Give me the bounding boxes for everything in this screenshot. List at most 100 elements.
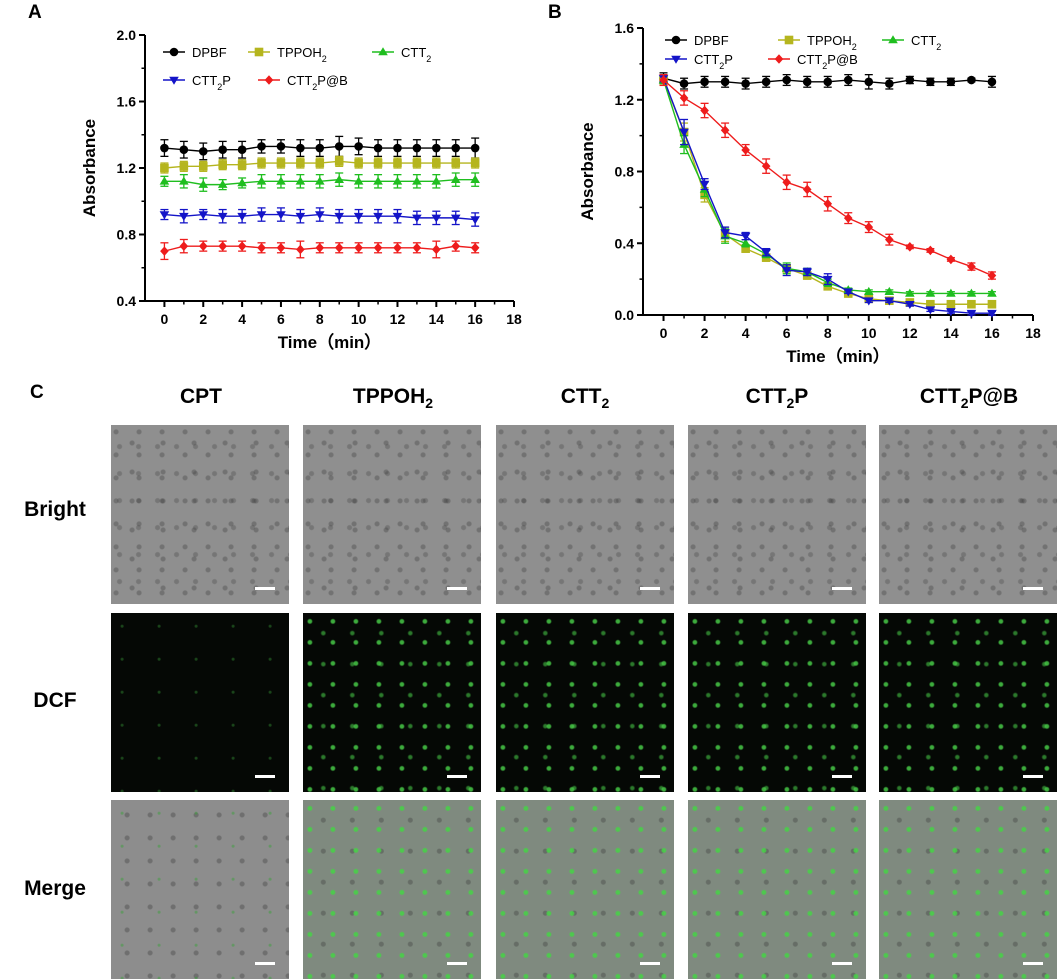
data-point-ctt2: [392, 176, 403, 185]
scale-bar: [1023, 775, 1043, 778]
data-point-tppoh2: [393, 158, 402, 168]
data-point-ctt2p: [256, 211, 267, 220]
data-point-ctt2p-b: [741, 145, 750, 155]
legend-label-ctt2p-b: CTT2P@B: [287, 73, 348, 92]
data-point-ctt2p-b: [967, 261, 976, 272]
x-tick-label-a: 2: [199, 311, 207, 327]
data-point-dpbf: [720, 77, 730, 87]
absorbance-chart-a: 0 2 4 6 8 10 12 14 16 18 0.4 0.8 1.2 1.6 2.0 Time（min） A…: [80, 27, 522, 352]
data-point-ctt2p-b: [237, 241, 247, 251]
legend-marker-tppoh2: [254, 47, 264, 57]
x-tick-label-b: 8: [824, 325, 832, 341]
micrograph-dcf-cpt: [111, 613, 289, 792]
data-point-ctt2p: [802, 268, 813, 277]
data-point-ctt2p-b: [451, 241, 461, 251]
data-point-ctt2p-b: [987, 270, 997, 281]
scale-bar: [447, 962, 467, 965]
data-point-dpbf: [470, 143, 480, 153]
data-point-dpbf: [782, 75, 791, 85]
data-point-ctt2p: [450, 214, 461, 223]
scale-bar: [640, 962, 660, 965]
micrograph-bright-ctt2p: [688, 425, 866, 604]
scale-bar: [255, 587, 275, 590]
micrograph-bright-ctt2: [496, 425, 674, 604]
data-point-ctt2p-b: [802, 184, 812, 195]
data-point-ctt2p: [761, 248, 771, 258]
data-point-ctt2p: [276, 211, 286, 220]
y-tick-label-b: 0.0: [615, 307, 635, 323]
micrograph-merge-tppoh2: [303, 800, 481, 979]
y-axis-title-a: Absorbance: [80, 119, 99, 217]
data-point-dpbf: [946, 77, 956, 87]
micrograph-bright-cpt: [111, 425, 289, 604]
legend-marker-ctt2p-b: [774, 54, 784, 64]
data-point-ctt2: [198, 179, 209, 188]
data-point-tppoh2: [412, 158, 422, 168]
data-point-dpbf: [679, 79, 689, 88]
y-tick-label-a: 1.2: [117, 160, 137, 176]
micrograph-merge-ctt2: [496, 800, 674, 979]
data-point-ctt2p: [373, 212, 383, 222]
data-point-ctt2p-b: [198, 241, 208, 251]
x-tick-label-a: 18: [506, 311, 522, 327]
data-point-tppoh2: [373, 158, 383, 168]
data-point-ctt2: [159, 176, 170, 185]
data-point-ctt2: [373, 176, 383, 185]
legend-label-ctt2: CTT2: [401, 45, 431, 64]
data-point-ctt2p-b: [946, 254, 956, 265]
legend-marker-ctt2: [378, 47, 388, 56]
data-point-ctt2p: [905, 300, 915, 310]
data-point-ctt2: [353, 176, 364, 185]
data-point-dpbf: [741, 79, 750, 88]
data-point-ctt2p-b: [393, 243, 402, 253]
data-point-dpbf: [276, 142, 286, 151]
legend-label-tppoh2: TPPOH2: [807, 33, 857, 52]
scale-bar: [255, 775, 275, 778]
absorbance-chart-b: 0 2 4 6 8 10 12 14 16 18 0.0 0.4 0.8 1.2 1.6 Time（min） A…: [578, 20, 1041, 366]
data-point-tppoh2: [987, 299, 997, 309]
data-point-tppoh2: [741, 244, 750, 253]
data-point-ctt2: [946, 288, 956, 297]
data-point-dpbf: [218, 145, 227, 155]
legend-marker-dpbf: [671, 35, 681, 45]
data-point-ctt2p-b: [296, 244, 305, 255]
data-point-dpbf: [823, 77, 833, 87]
x-tick-label-b: 4: [742, 325, 750, 341]
data-point-ctt2p-b: [373, 243, 383, 253]
column-header-cpt: CPT: [180, 385, 222, 408]
series-dpbf-a: [160, 135, 480, 161]
data-point-dpbf: [315, 143, 325, 153]
x-axis-title-b: Time（min）: [786, 346, 890, 366]
data-point-tppoh2: [926, 299, 935, 309]
data-point-ctt2: [237, 178, 247, 187]
data-point-tppoh2: [451, 158, 461, 168]
legend-label-ctt2p-b: CTT2P@B: [797, 52, 858, 71]
data-point-ctt2p: [412, 214, 422, 223]
data-point-ctt2p-b: [700, 105, 709, 116]
micrograph-dcf-ctt2: [496, 613, 674, 792]
y-tick-label-b: 1.6: [615, 20, 635, 36]
data-point-tppoh2: [276, 158, 286, 168]
data-point-ctt2p: [720, 229, 730, 238]
x-tick-label-a: 0: [161, 311, 169, 327]
series-ctt2-b: [658, 75, 997, 297]
micrograph-bright-ctt2p-at-b: [879, 425, 1057, 604]
data-point-ctt2: [450, 174, 461, 183]
data-point-ctt2p-b: [843, 213, 853, 223]
data-point-dpbf: [761, 77, 771, 87]
data-point-dpbf: [179, 145, 189, 155]
legend-label-ctt2: CTT2: [911, 33, 941, 52]
legend-marker-dpbf: [169, 47, 179, 57]
legend-marker-ctt2p-b: [264, 75, 274, 85]
data-point-tppoh2: [257, 158, 266, 168]
data-point-ctt2p: [843, 288, 854, 297]
x-tick-label-a: 10: [351, 311, 367, 327]
x-axis-title-a: Time（min）: [278, 332, 382, 352]
x-tick-label-a: 12: [390, 311, 406, 327]
column-header-ctt2p: CTT2P: [745, 385, 809, 412]
micrograph-merge-cpt: [111, 800, 289, 979]
data-point-ctt2p-b: [315, 243, 325, 253]
row-header-bright: Bright: [24, 498, 86, 521]
x-tick-label-b: 16: [984, 325, 1000, 341]
y-tick-label-b: 0.4: [615, 235, 635, 251]
